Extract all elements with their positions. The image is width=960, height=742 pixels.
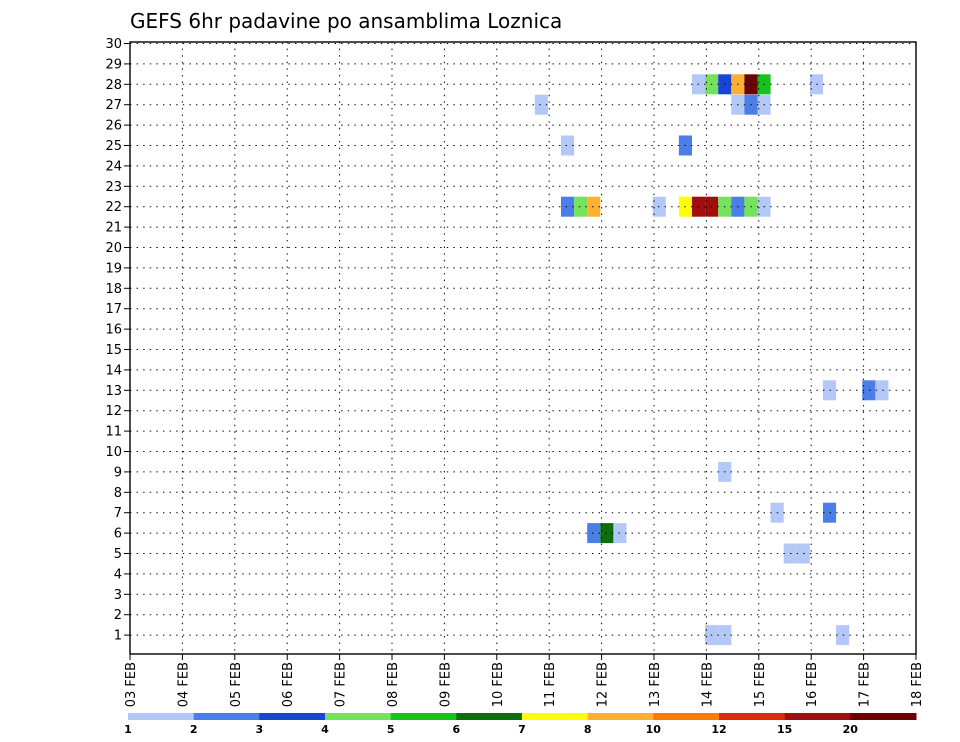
y-tick-label: 22 (105, 200, 122, 215)
legend-label: 7 (518, 723, 526, 736)
x-tick-label: 14 FEB (700, 662, 715, 707)
y-tick-label: 10 (105, 445, 122, 460)
legend-swatch (522, 713, 589, 720)
legend-swatch (719, 713, 786, 720)
plot-frame (129, 41, 917, 655)
y-tick-label: 3 (114, 588, 122, 603)
legend-label: 12 (711, 723, 726, 736)
y-tick-label: 20 (105, 241, 122, 256)
y-tick-label: 7 (114, 506, 122, 521)
chart-title: GEFS 6hr padavine po ansamblima Loznica (130, 9, 562, 33)
legend-label: 2 (190, 723, 198, 736)
y-tick-label: 27 (105, 98, 122, 113)
y-tick-label: 18 (105, 282, 122, 297)
legend-label: 15 (777, 723, 792, 736)
y-tick-label: 4 (114, 567, 122, 582)
legend-label: 8 (584, 723, 592, 736)
x-tick-label: 16 FEB (805, 662, 820, 707)
y-tick-label: 8 (114, 486, 122, 501)
y-tick-label: 28 (105, 78, 122, 93)
x-tick-label: 17 FEB (858, 662, 873, 707)
y-tick-label: 19 (105, 261, 122, 276)
y-tick-label: 13 (105, 384, 122, 399)
x-tick-label: 15 FEB (753, 662, 768, 707)
x-tick-label: 10 FEB (491, 662, 506, 707)
legend-swatch (193, 713, 260, 720)
y-tick-label: 11 (105, 425, 122, 440)
legend-swatch (653, 713, 720, 720)
y-tick-label: 14 (105, 363, 122, 378)
y-tick-label: 5 (114, 547, 122, 562)
x-tick-label: 05 FEB (229, 662, 244, 707)
legend-swatch (456, 713, 523, 720)
legend-swatch (259, 713, 326, 720)
legend-swatch (587, 713, 654, 720)
x-tick-label: 18 FEB (910, 662, 925, 707)
legend-swatch (325, 713, 392, 720)
x-tick-label: 04 FEB (176, 662, 191, 707)
y-tick-label: 6 (114, 527, 122, 542)
x-tick-label: 07 FEB (334, 662, 349, 707)
y-tick-label: 23 (105, 180, 122, 195)
x-tick-label: 09 FEB (438, 662, 453, 707)
legend-swatch (128, 713, 195, 720)
heatmap-cell (836, 625, 850, 646)
y-tick-label: 30 (105, 37, 122, 52)
y-tick-label: 29 (105, 57, 122, 72)
y-tick-label: 2 (114, 608, 122, 623)
heatmap-cell (574, 196, 588, 217)
y-tick-label: 17 (105, 302, 122, 317)
x-tick-label: 06 FEB (281, 662, 296, 707)
y-tick-label: 21 (105, 221, 122, 236)
x-tick-label: 13 FEB (648, 662, 663, 707)
cells-layer (534, 74, 889, 646)
heatmap-cell (587, 523, 601, 544)
heatmap-cell (875, 380, 889, 401)
x-tick-label: 11 FEB (543, 662, 558, 707)
y-tick-label: 15 (105, 343, 122, 358)
y-tick-label: 1 (114, 629, 122, 644)
y-tick-label: 9 (114, 465, 122, 480)
legend-label: 10 (646, 723, 662, 736)
y-tick-label: 16 (105, 323, 122, 338)
legend-label: 6 (452, 723, 460, 736)
x-axis: 03 FEB 04 FEB 05 FEB 06 FEB 07 FEB 08 FEB 09 F… (124, 654, 925, 707)
legend-label: 5 (387, 723, 395, 736)
heatmap-cell (862, 380, 876, 401)
heatmap-cell (823, 502, 837, 523)
legend-label: 1 (124, 723, 132, 736)
legend-swatch (784, 713, 851, 720)
legend-label: 20 (843, 723, 859, 736)
heatmap-cell (600, 523, 614, 544)
y-tick-label: 24 (105, 159, 122, 174)
heatmap-cell (561, 135, 575, 156)
x-tick-label: 03 FEB (124, 662, 139, 707)
legend: 1 2 3 4 5 6 7 8 10 12 15 20 (124, 713, 917, 736)
legend-swatch (390, 713, 457, 720)
heatmap-cell (823, 380, 837, 401)
heatmap-cell (613, 523, 627, 544)
legend-label: 4 (321, 723, 329, 736)
y-tick-label: 12 (105, 404, 122, 419)
y-tick-label: 25 (105, 139, 122, 154)
heatmap-cell (534, 94, 548, 115)
legend-swatch (850, 713, 917, 720)
x-tick-label: 08 FEB (386, 662, 401, 707)
y-tick-label: 26 (105, 119, 122, 134)
x-tick-label: 12 FEB (596, 662, 611, 707)
legend-label: 3 (255, 723, 263, 736)
heatmap-cell (587, 196, 601, 217)
heatmap-cell (561, 196, 575, 217)
y-axis: 1234567891011121314151617181920212223242… (105, 37, 130, 644)
